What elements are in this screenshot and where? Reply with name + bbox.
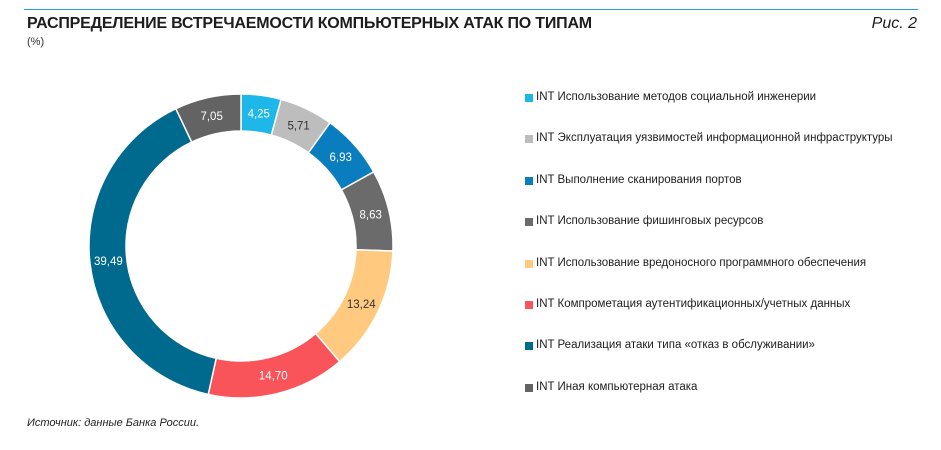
source-note: Источник: данные Банка России. [27,417,200,429]
chart-title: РАСПРЕДЕЛЕНИЕ ВСТРЕЧАЕМОСТИ КОМПЬЮТЕРНЫХ… [27,15,592,32]
legend-swatch [525,135,533,144]
legend-item: INT Реализация атаки типа «отказ в обслу… [525,338,925,379]
slice-value-label: 8,63 [360,209,382,221]
figure-label: Рис. 2 [871,15,917,32]
slice-value-label: 39,49 [94,256,123,268]
legend-label: INT Использование вредоносного программн… [536,256,867,269]
slice-value-label: 6,93 [330,152,352,164]
chart-legend: INT Использование методов социальной инж… [525,90,925,421]
legend-label: INT Использование фишинговых ресурсов [536,215,764,228]
chart-unit: (%) [27,36,45,48]
legend-label: INT Использование методов социальной инж… [536,91,817,103]
legend-label: INT Выполнение сканирования портов [536,173,742,186]
legend-item: INT Использование методов социальной инж… [525,90,925,131]
legend-item: INT Иная компьютерная атака [525,380,925,421]
donut-slice [207,332,341,399]
slice-value-label: 13,24 [347,299,376,311]
legend-item: INT Использование вредоносного программн… [525,256,925,297]
donut-slice [88,107,218,396]
slice-value-label: 14,70 [259,371,288,383]
slice-value-label: 5,71 [287,121,309,133]
legend-label: INT Эксплуатация уязвимостей информацион… [536,132,893,145]
legend-swatch [525,383,533,392]
legend-item: INT Использование фишинговых ресурсов [525,214,925,255]
legend-item: INT Компрометация аутентификационных/уче… [525,297,925,338]
legend-label: INT Реализация атаки типа «отказ в обслу… [536,339,815,352]
legend-label: INT Иная компьютерная атака [536,380,698,393]
legend-swatch [525,218,533,227]
top-rule [24,9,918,10]
legend-swatch [525,300,533,309]
legend-swatch [525,176,533,185]
legend-label: INT Компрометация аутентификационных/уче… [536,297,851,310]
legend-swatch [525,259,533,268]
legend-item: INT Эксплуатация уязвимостей информацион… [525,131,925,172]
slice-value-label: 4,25 [248,109,270,121]
legend-swatch [525,94,533,102]
donut-slice [174,93,242,144]
slice-value-label: 7,05 [200,111,222,123]
legend-item: INT Выполнение сканирования портов [525,173,925,214]
legend-swatch [525,342,533,351]
